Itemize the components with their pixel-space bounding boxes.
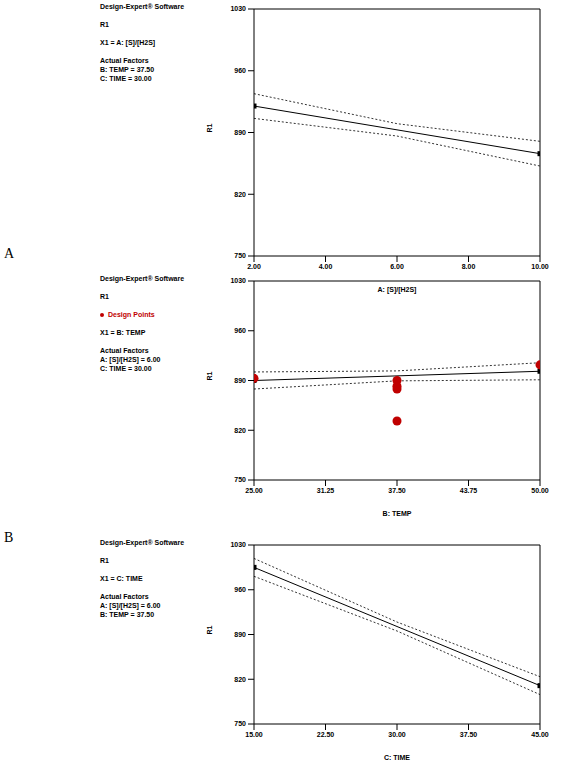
svg-text:750: 750: [234, 476, 246, 483]
svg-text:820: 820: [234, 427, 246, 434]
svg-text:A: [S]/[H2S]: A: [S]/[H2S]: [378, 286, 417, 294]
html-text:B: TEMP = 37.50: B: TEMP = 37.50: [100, 611, 155, 618]
svg-text:15.00: 15.00: [245, 731, 263, 738]
svg-text:C: TIME: C: TIME: [384, 754, 410, 761]
html-text:Design-Expert® Software: Design-Expert® Software: [100, 539, 185, 546]
svg-text:50.00: 50.00: [531, 487, 549, 494]
svg-text:30.00: 30.00: [388, 731, 406, 738]
svg-text:1030: 1030: [230, 5, 246, 12]
html-text:Design-Expert® Software: Design-Expert® Software: [100, 275, 185, 282]
svg-text:890: 890: [234, 129, 246, 136]
svg-text:R1: R1: [206, 625, 213, 634]
svg-text:820: 820: [234, 676, 246, 683]
html-text:C: TIME = 30.00: C: TIME = 30.00: [100, 365, 152, 372]
svg-text:8.00: 8.00: [462, 263, 476, 270]
svg-text:890: 890: [234, 377, 246, 384]
svg-text:960: 960: [234, 586, 246, 593]
svg-text:10.00: 10.00: [531, 263, 549, 270]
svg-text:R1: R1: [206, 123, 213, 132]
svg-text:750: 750: [234, 252, 246, 259]
svg-text:37.50: 37.50: [388, 487, 406, 494]
html-text:B: B: [4, 530, 14, 545]
html-text:X1 = C: TIME: X1 = C: TIME: [100, 575, 143, 582]
html-text:Actual Factors: Actual Factors: [100, 347, 149, 354]
html-text:B: TEMP = 37.50: B: TEMP = 37.50: [100, 66, 155, 73]
html-text:R1: R1: [100, 21, 109, 28]
svg-text:960: 960: [234, 67, 246, 74]
svg-text:43.75: 43.75: [460, 487, 478, 494]
svg-text:25.00: 25.00: [245, 487, 263, 494]
html-text:A: A: [4, 246, 15, 261]
svg-text:6.00: 6.00: [390, 263, 404, 270]
html-text:Design Points: Design Points: [108, 311, 155, 318]
html-text:C: TIME = 30.00: C: TIME = 30.00: [100, 75, 152, 82]
html-text:Actual Factors: Actual Factors: [100, 593, 149, 600]
html-text:Design-Expert® Software: Design-Expert® Software: [100, 3, 185, 10]
svg-text:2.00: 2.00: [247, 263, 261, 270]
html-text:X1 = A: [S]/[H2S]: X1 = A: [S]/[H2S]: [100, 39, 156, 46]
svg-text:4.00: 4.00: [319, 263, 333, 270]
html-text:Actual Factors: Actual Factors: [100, 57, 149, 64]
svg-text:750: 750: [234, 720, 246, 727]
svg-text:B: TEMP: B: TEMP: [383, 510, 412, 517]
svg-text:960: 960: [234, 327, 246, 334]
html-text:A: [S]/[H2S] = 6.00: A: [S]/[H2S] = 6.00: [100, 356, 161, 363]
svg-text:820: 820: [234, 191, 246, 198]
html-text:R1: R1: [100, 557, 109, 564]
svg-text:890: 890: [234, 631, 246, 638]
svg-text:R1: R1: [206, 371, 213, 380]
svg-text:1030: 1030: [230, 277, 246, 284]
html-text:R1: R1: [100, 293, 109, 300]
svg-text:45.00: 45.00: [531, 731, 549, 738]
html-text:X1 = B: TEMP: X1 = B: TEMP: [100, 329, 146, 336]
svg-text:31.25: 31.25: [317, 487, 335, 494]
svg-text:1030: 1030: [230, 541, 246, 548]
svg-text:37.50: 37.50: [460, 731, 478, 738]
svg-text:22.50: 22.50: [317, 731, 335, 738]
html-text:A: [S]/[H2S] = 6.00: A: [S]/[H2S] = 6.00: [100, 602, 161, 609]
